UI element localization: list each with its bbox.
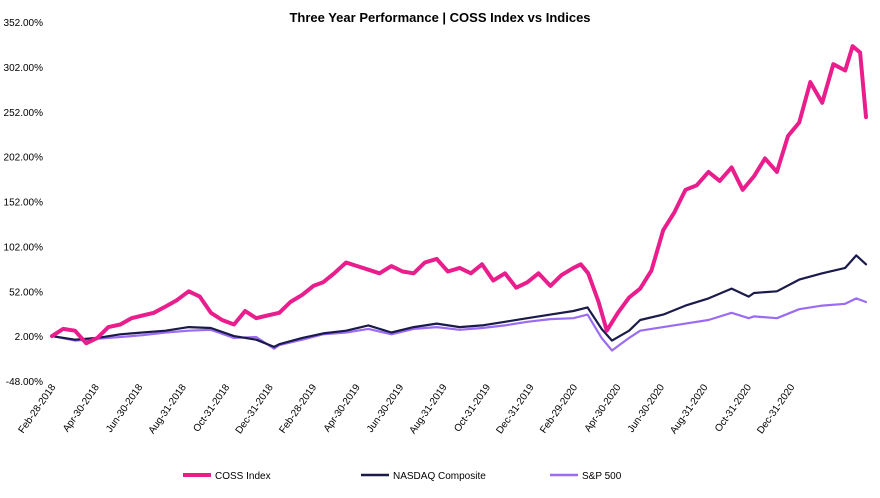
series-line	[50, 297, 868, 352]
x-tick-label: Oct-31-2019	[452, 382, 493, 434]
y-tick-label: 352.00%	[4, 18, 44, 29]
legend: COSS Index NASDAQ Composite S&P 500	[183, 471, 622, 482]
x-tick-label: Dec-31-2019	[494, 382, 536, 436]
x-tick-label: Aug-31-2020	[668, 382, 710, 436]
x-tick-label: Dec-31-2018	[234, 382, 276, 436]
y-tick-label: 102.00%	[4, 242, 44, 253]
legend-label: S&P 500	[582, 471, 622, 482]
x-axis-labels: Feb-28-2018 Apr-30-2018 Jun-30-2018 Aug-31-…	[17, 382, 798, 436]
series-lines	[50, 44, 868, 352]
x-tick-label: Feb-28-2018	[17, 382, 59, 436]
chart-title: Three Year Performance | COSS Index vs I…	[289, 10, 590, 25]
x-tick-label: Apr-30-2020	[583, 382, 624, 434]
series-line	[50, 44, 868, 346]
y-tick-label: 252.00%	[4, 108, 44, 119]
y-tick-label: -48.00%	[6, 377, 43, 388]
y-tick-label: 302.00%	[4, 63, 44, 74]
legend-label: NASDAQ Composite	[393, 471, 486, 482]
x-tick-label: Dec-31-2020	[755, 382, 797, 436]
x-tick-label: Oct-31-2020	[713, 382, 754, 434]
x-tick-label: Jun-30-2018	[104, 382, 145, 435]
x-tick-label: Apr-30-2018	[61, 382, 102, 434]
y-tick-label: 152.00%	[4, 198, 44, 209]
x-tick-label: Apr-30-2019	[322, 382, 363, 434]
x-tick-label: Jun-30-2019	[365, 382, 406, 435]
x-tick-label: Feb-28-2019	[277, 382, 319, 436]
x-tick-label: Aug-31-2019	[408, 382, 450, 436]
y-tick-label: 2.00%	[15, 332, 43, 343]
legend-label: COSS Index	[215, 471, 271, 482]
x-tick-label: Feb-29-2020	[538, 382, 580, 436]
x-tick-label: Aug-31-2018	[147, 382, 189, 436]
y-tick-label: 202.00%	[4, 153, 44, 164]
x-tick-label: Oct-31-2018	[191, 382, 232, 434]
y-axis-labels: 352.00% 302.00% 252.00% 202.00% 152.00% 102.0…	[4, 18, 44, 388]
y-tick-label: 52.00%	[9, 287, 43, 298]
series-line	[50, 254, 868, 348]
x-tick-label: Jun-30-2020	[626, 382, 667, 435]
